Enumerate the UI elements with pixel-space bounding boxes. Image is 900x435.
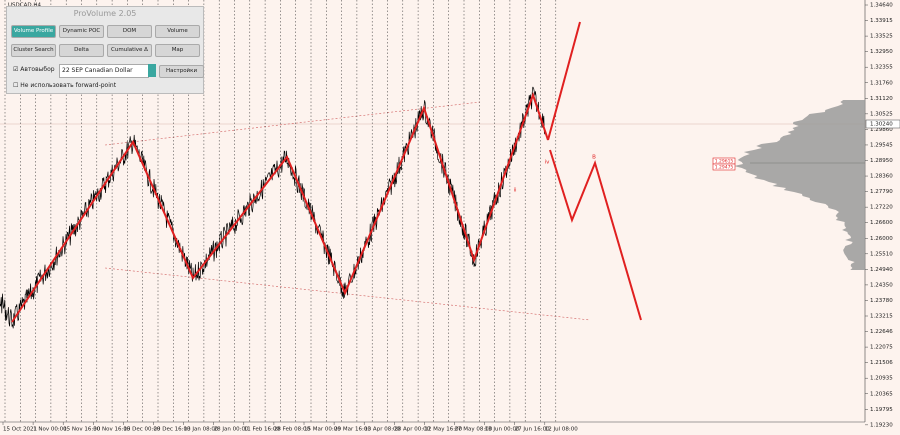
checkbox[interactable]: ☑ Автовыбор: [13, 66, 55, 73]
level-box-label: 1.29615: [715, 159, 734, 165]
instrument-select[interactable]: 22 SEP Canadian Dollar: [59, 64, 149, 78]
price-label: 1.26000: [870, 236, 893, 242]
time-label: 27 May 08:00: [455, 427, 493, 433]
time-label: 15 Mar 00:00: [304, 427, 341, 433]
wave-zigzag: [11, 91, 549, 323]
price-label: 1.19795: [870, 407, 893, 413]
time-label: 13 Jun 00:00: [485, 427, 520, 433]
checkbox-label: Не использовать forward-point: [20, 82, 117, 89]
price-label: 1.19230: [870, 422, 893, 428]
channel-line: [104, 101, 481, 146]
price-label: 1.28950: [870, 158, 893, 164]
price-label: 1.27790: [870, 189, 893, 195]
price-label: 1.31120: [870, 96, 893, 102]
price-label: 1.27220: [870, 205, 893, 211]
wave-label: ii: [513, 188, 517, 194]
panel-button[interactable]: Volume: [155, 25, 200, 38]
price-label: 1.23215: [870, 314, 893, 320]
panel-button[interactable]: Cluster Search: [11, 44, 56, 57]
price-label: 1.29860: [870, 127, 893, 133]
time-label: 29 Mar 16:00: [334, 427, 371, 433]
wave-projection: [547, 21, 581, 141]
symbol-label: USDCAD,H4: [8, 3, 41, 9]
price-label: 1.30525: [870, 111, 893, 117]
price-label: 1.22646: [870, 329, 893, 335]
time-label: 12 May 16:00: [424, 427, 462, 433]
panel-button[interactable]: Map: [155, 44, 200, 57]
price-label: 1.20935: [870, 376, 893, 382]
price-label: 1.25510: [870, 251, 893, 257]
price-label: 1.22075: [870, 345, 893, 351]
volume-profile: [733, 100, 865, 270]
panel-button[interactable]: Cumulative Δ: [107, 44, 152, 57]
wave-label: iv: [545, 160, 551, 166]
price-label: 1.23780: [870, 298, 893, 304]
time-label: 28 Jan 00:00: [214, 427, 249, 433]
price-label: 1.20365: [870, 391, 893, 397]
provolume-panel: ProVolume 2.05 Volume Profile Dynamic PO…: [6, 6, 204, 94]
channel-line: [104, 267, 591, 321]
panel-title: ProVolume 2.05: [73, 9, 137, 18]
time-label: 15 Oct 2021: [3, 427, 37, 433]
time-label: 11 Feb 16:00: [244, 427, 281, 433]
price-label: 1.33525: [870, 34, 893, 40]
time-label: 29 Dec 16:00: [154, 427, 191, 433]
price-label: 1.28360: [870, 174, 893, 180]
time-label: 28 Apr 00:00: [394, 427, 430, 433]
time-label: 15 Dec 00:00: [123, 427, 160, 433]
settings-button[interactable]: Настройки: [159, 65, 204, 78]
price-label: 1.31760: [870, 80, 893, 86]
price-label: 1.24940: [870, 267, 893, 273]
time-label: 13 Jan 08:00: [184, 427, 219, 433]
time-label: 12 Jul 08:00: [545, 427, 578, 433]
panel-button[interactable]: Volume Profile: [11, 25, 56, 38]
time-label: 1 Nov 00:00: [33, 427, 67, 433]
time-label: 30 Nov 16:00: [93, 427, 131, 433]
time-label: 27 Jun 16:00: [515, 427, 550, 433]
checkbox-label: Автовыбор: [20, 66, 55, 73]
wave-projection: [549, 149, 642, 321]
time-label: 13 Apr 08:00: [364, 427, 400, 433]
select-arrow[interactable]: [148, 64, 156, 77]
price-label: 1.26600: [870, 220, 893, 226]
current-price-label: 1.30240: [870, 122, 893, 128]
wave-label: B: [592, 155, 596, 161]
time-label: 15 Nov 16:00: [63, 427, 101, 433]
price-label: 1.32355: [870, 65, 893, 71]
time-label: 28 Feb 08:00: [274, 427, 311, 433]
price-label: 1.24350: [870, 282, 893, 288]
current-price-box: [865, 119, 900, 129]
panel-button[interactable]: Dynamic POC: [59, 25, 104, 38]
price-label: 1.33915: [870, 18, 893, 24]
panel-button[interactable]: DOM: [107, 25, 152, 38]
price-line: [0, 86, 545, 329]
level-box: [712, 163, 736, 171]
price-label: 1.32950: [870, 49, 893, 55]
level-box-label: 1.29475: [715, 165, 734, 171]
panel-button[interactable]: Delta: [59, 44, 104, 57]
price-label: 1.21506: [870, 360, 893, 366]
price-label: 1.34640: [870, 3, 893, 9]
price-label: 1.29545: [870, 142, 893, 148]
price-axis-bg: [866, 0, 900, 435]
checkbox[interactable]: ☐ Не использовать forward-point: [13, 82, 117, 89]
